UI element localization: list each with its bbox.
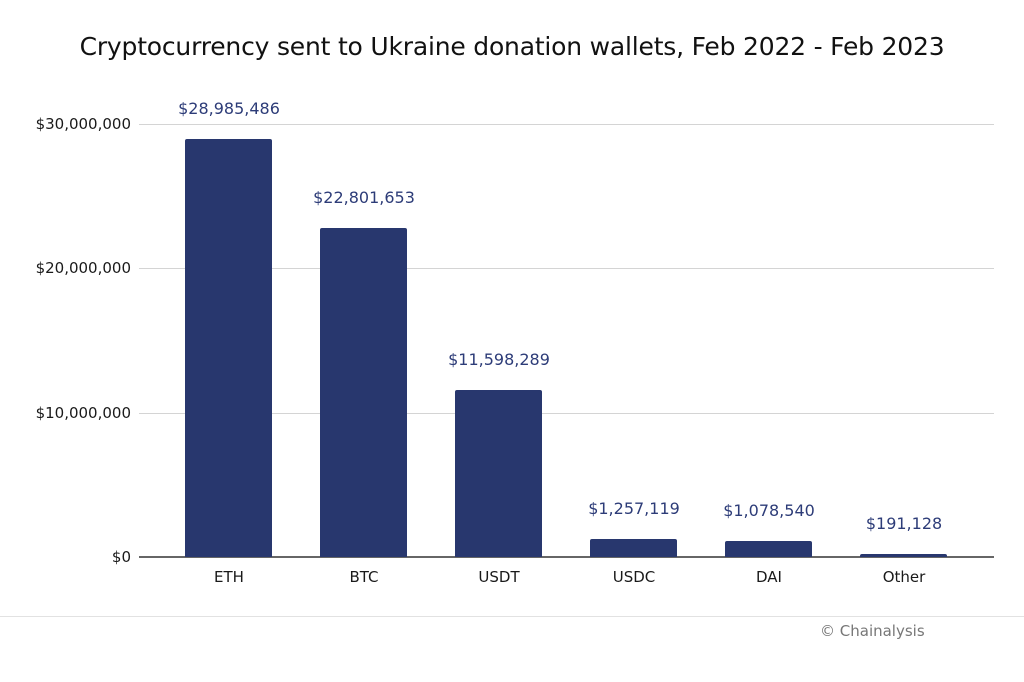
y-tick-label: $30,000,000 [35, 115, 131, 133]
y-tick-label: $20,000,000 [35, 259, 131, 278]
value-label: $1,078,540 [723, 501, 815, 521]
value-label: $22,801,653 [313, 187, 415, 207]
bar-dai [725, 541, 812, 557]
value-label: $191,128 [865, 514, 943, 534]
source-credit: © Chainalysis [820, 622, 925, 640]
x-tick-label: Other [882, 568, 926, 586]
y-tick-label: $10,000,000 [35, 403, 131, 422]
x-axis-line [139, 556, 994, 558]
chart-title: Cryptocurrency sent to Ukraine donation … [79, 32, 945, 61]
bar-btc [320, 227, 407, 557]
value-label: $11,598,289 [448, 349, 550, 369]
footer-divider [0, 616, 1024, 617]
bar-usdt [455, 389, 542, 557]
bar-other [860, 554, 947, 557]
gridline [139, 412, 994, 414]
bar-eth [185, 138, 272, 557]
x-tick-label: USDC [612, 568, 656, 586]
x-tick-label: USDT [478, 568, 520, 586]
x-tick-label: ETH [214, 568, 244, 586]
gridline [139, 268, 994, 270]
y-tick-label: $0 [111, 548, 131, 566]
value-label: $1,257,119 [588, 498, 680, 518]
x-tick-label: DAI [756, 568, 782, 586]
value-label: $28,985,486 [178, 98, 280, 118]
gridline [139, 124, 994, 125]
x-tick-label: BTC [349, 568, 379, 586]
bar-usdc [590, 538, 677, 557]
